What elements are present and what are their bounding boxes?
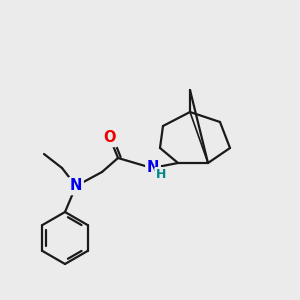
Text: N: N bbox=[70, 178, 82, 194]
Text: N: N bbox=[147, 160, 159, 175]
Text: O: O bbox=[104, 130, 116, 146]
Text: H: H bbox=[156, 169, 166, 182]
